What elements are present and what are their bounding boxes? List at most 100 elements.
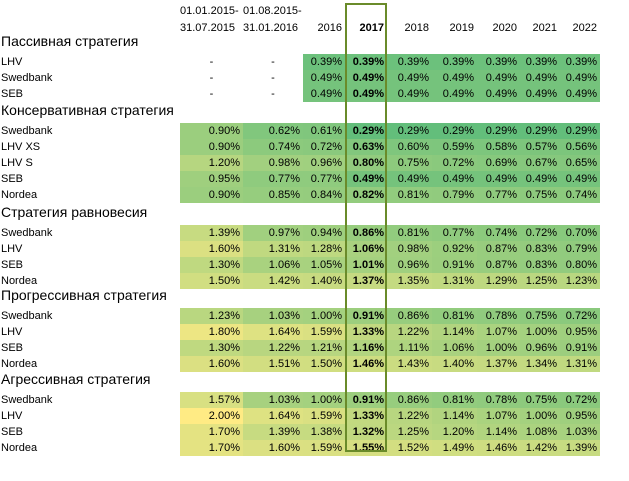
fee-cell: 0.78% bbox=[477, 392, 520, 408]
fee-cell: 0.49% bbox=[345, 171, 387, 187]
fee-cell: 0.86% bbox=[345, 225, 387, 241]
fee-cell: 0.74% bbox=[243, 139, 303, 155]
fee-cell: 1.39% bbox=[180, 225, 243, 241]
fee-cell: 1.37% bbox=[345, 273, 387, 289]
fee-cell: 1.33% bbox=[345, 324, 387, 340]
fee-cell: 1.25% bbox=[387, 424, 432, 440]
fee-cell: 0.90% bbox=[180, 123, 243, 139]
fee-cell: 0.56% bbox=[560, 139, 600, 155]
fee-cell: 0.81% bbox=[387, 225, 432, 241]
fund-name: SEB bbox=[1, 173, 24, 185]
table-row: Nordea 1.60% 1.51% 1.50% 1.46% 1.43% 1.40% 1.37… bbox=[0, 356, 600, 372]
fee-cell: 1.14% bbox=[432, 324, 477, 340]
column-header: 2016 bbox=[317, 22, 342, 34]
table-row: Swedbank 1.23% 1.03% 1.00% 0.91% 0.86% 0.81% 0.… bbox=[0, 308, 600, 324]
fee-cell: 0.91% bbox=[560, 340, 600, 356]
fee-cell: 0.49% bbox=[520, 86, 560, 102]
fee-cell: 1.16% bbox=[345, 340, 387, 356]
fee-cell: 1.00% bbox=[520, 408, 560, 424]
fee-cell: 0.49% bbox=[387, 171, 432, 187]
fee-cell: 1.03% bbox=[243, 392, 303, 408]
fee-cell: 0.58% bbox=[477, 139, 520, 155]
fee-cell: 1.55% bbox=[345, 440, 387, 456]
fee-cell: 1.40% bbox=[303, 273, 345, 289]
fee-cell: 1.00% bbox=[520, 324, 560, 340]
fee-cell: 1.50% bbox=[180, 273, 243, 289]
fee-cell: 0.95% bbox=[560, 408, 600, 424]
fee-cell: 0.81% bbox=[432, 308, 477, 324]
fee-cell: 0.49% bbox=[560, 70, 600, 86]
fund-name: Nordea bbox=[1, 358, 38, 370]
fee-cell: 0.49% bbox=[345, 86, 387, 102]
fee-cell: 1.30% bbox=[180, 257, 243, 273]
fee-cell: 1.46% bbox=[477, 440, 520, 456]
fee-cell: 1.28% bbox=[303, 241, 345, 257]
fee-cell: 0.86% bbox=[387, 308, 432, 324]
fee-cell: 0.79% bbox=[560, 241, 600, 257]
table-row: LHV 2.00% 1.64% 1.59% 1.33% 1.22% 1.14% 1.07% 1.… bbox=[0, 408, 600, 424]
fee-cell: 0.39% bbox=[477, 54, 520, 70]
table-row: LHV XS 0.90% 0.74% 0.72% 0.63% 0.60% 0.59% 0.58… bbox=[0, 139, 600, 155]
fee-cell: 1.64% bbox=[243, 408, 303, 424]
fee-cell: 1.42% bbox=[520, 440, 560, 456]
fee-cell: 0.96% bbox=[387, 257, 432, 273]
fee-cell: 1.35% bbox=[387, 273, 432, 289]
fee-cell: 0.39% bbox=[345, 54, 387, 70]
fund-name: LHV bbox=[1, 410, 23, 422]
fee-cell: 0.98% bbox=[243, 155, 303, 171]
table-row: SEB 1.30% 1.06% 1.05% 1.01% 0.96% 0.91% 0.87% 0.… bbox=[0, 257, 600, 273]
fund-name: SEB bbox=[1, 88, 24, 100]
fee-cell: 0.29% bbox=[345, 123, 387, 139]
fee-cell: 0.60% bbox=[387, 139, 432, 155]
fee-cell: 1.80% bbox=[180, 324, 243, 340]
fund-name: Nordea bbox=[1, 275, 38, 287]
fee-cell: 1.03% bbox=[560, 424, 600, 440]
fee-cell: 0.39% bbox=[303, 54, 345, 70]
fee-cell: 1.49% bbox=[432, 440, 477, 456]
fee-cell: 0.49% bbox=[303, 86, 345, 102]
column-header-line1: 01.01.2015- bbox=[180, 5, 239, 17]
fee-cell: 0.84% bbox=[303, 187, 345, 203]
fee-cell: 1.23% bbox=[180, 308, 243, 324]
fee-cell: 2.00% bbox=[180, 408, 243, 424]
fee-cell: 0.61% bbox=[303, 123, 345, 139]
column-header: 2019 bbox=[449, 22, 474, 34]
section-title: Прогрессивная стратегия bbox=[1, 287, 167, 303]
fee-cell: 1.07% bbox=[477, 324, 520, 340]
fee-cell: 0.49% bbox=[432, 70, 477, 86]
fee-cell: 1.32% bbox=[345, 424, 387, 440]
table-row: LHV S 1.20% 0.98% 0.96% 0.80% 0.75% 0.72% 0.69%… bbox=[0, 155, 600, 171]
fund-name: Swedbank bbox=[1, 227, 53, 239]
fee-cell: - bbox=[209, 88, 214, 100]
fund-name: LHV XS bbox=[1, 141, 41, 153]
fee-cell: 1.46% bbox=[345, 356, 387, 372]
fee-cell: 0.75% bbox=[520, 187, 560, 203]
fee-cell: 0.49% bbox=[432, 86, 477, 102]
fee-cell: 0.92% bbox=[432, 241, 477, 257]
fee-cell: 0.72% bbox=[520, 225, 560, 241]
column-header-line1: 01.08.2015- bbox=[243, 5, 302, 17]
fee-cell: 0.49% bbox=[560, 171, 600, 187]
fee-cell: 0.63% bbox=[345, 139, 387, 155]
fee-cell: - bbox=[271, 88, 275, 100]
fee-cell: 1.01% bbox=[345, 257, 387, 273]
fee-cell: 1.39% bbox=[243, 424, 303, 440]
fee-cell: 0.39% bbox=[432, 54, 477, 70]
fee-cell: 1.00% bbox=[303, 392, 345, 408]
fee-cell: 0.90% bbox=[180, 139, 243, 155]
fund-name: SEB bbox=[1, 426, 24, 438]
fee-cell: 1.50% bbox=[303, 356, 345, 372]
fee-cell: 0.77% bbox=[477, 187, 520, 203]
column-header: 31.01.2016 bbox=[243, 22, 299, 34]
fee-cell: 1.42% bbox=[243, 273, 303, 289]
fee-cell: 1.34% bbox=[520, 356, 560, 372]
fee-cell: 0.49% bbox=[432, 171, 477, 187]
fee-cell: 0.49% bbox=[560, 86, 600, 102]
table-row: Swedbank 1.39% 0.97% 0.94% 0.86% 0.81% 0.77% 0.… bbox=[0, 225, 600, 241]
fee-cell: 1.14% bbox=[477, 424, 520, 440]
fee-cell: 1.57% bbox=[180, 392, 243, 408]
fee-cell: 1.59% bbox=[303, 408, 345, 424]
fee-cell: 1.30% bbox=[180, 340, 243, 356]
fee-cell: 0.81% bbox=[387, 187, 432, 203]
